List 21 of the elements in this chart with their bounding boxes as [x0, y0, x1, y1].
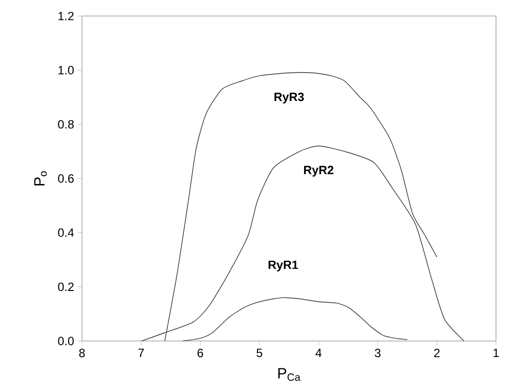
x-tick-label: 4 — [316, 348, 322, 357]
y-axis-title: P$_{o}$ — [34, 171, 47, 186]
y-tick-label: 0.0 — [58, 336, 74, 346]
y-tick-label: 1.0 — [58, 66, 74, 74]
y-tick-label: 0.6 — [58, 174, 74, 183]
y-tick-label: 0.2 — [58, 282, 74, 292]
y-tick-label: 0.8 — [58, 120, 74, 129]
y-tick-label: 1.2 — [58, 12, 74, 20]
line-series — [182, 297, 408, 341]
x-tick-label: 5 — [256, 348, 262, 358]
y-tick-label: 0.4 — [58, 228, 74, 237]
x-tick-label: 6 — [198, 348, 204, 358]
x-axis-title: P$_{Ca}$ — [278, 368, 300, 381]
text: RyR1 — [268, 260, 298, 272]
x-tick-label: 8 — [79, 348, 85, 358]
x-tick-label: 3 — [374, 348, 381, 358]
series-label: RyR2 — [304, 166, 334, 177]
x-tick-label: 7 — [138, 348, 144, 357]
x-tick-label: 1 — [494, 348, 499, 357]
x-tick-label: 2 — [434, 348, 440, 358]
series-label: RyR3 — [274, 92, 304, 104]
